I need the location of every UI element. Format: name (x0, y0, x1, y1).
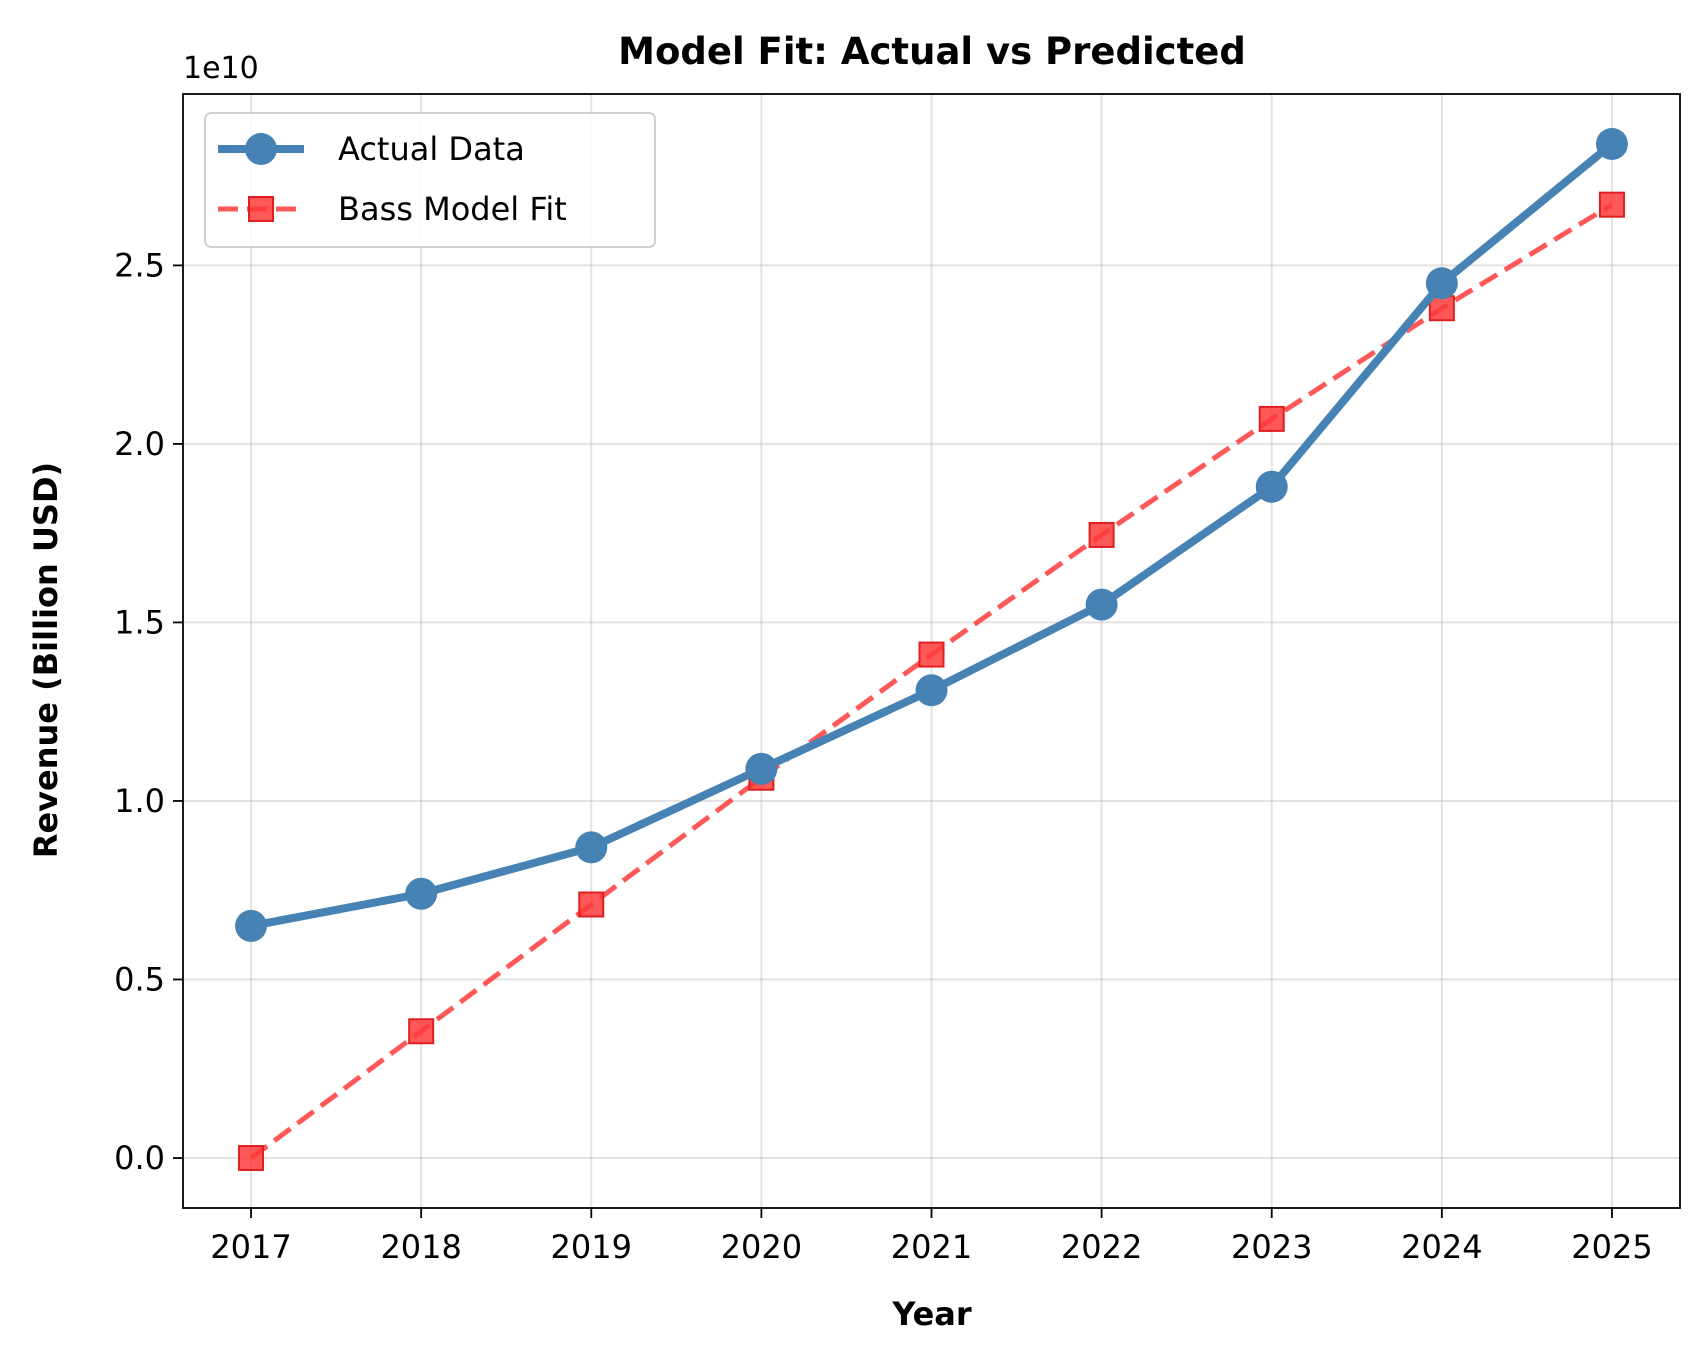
series-layer (235, 127, 1628, 1172)
x-tick-label: 2025 (1571, 1228, 1652, 1266)
data-point-actual (1595, 127, 1628, 160)
x-tick-label: 2024 (1401, 1228, 1482, 1266)
x-tick-label: 2019 (551, 1228, 632, 1266)
x-axis: 2017 2018 2019 2020 2021 2022 2023 2024 2025 (210, 1208, 1653, 1266)
chart-title: Model Fit: Actual vs Predicted (618, 30, 1246, 73)
y-axis: 0.0 0.5 1.0 1.5 2.0 2.5 (114, 246, 183, 1177)
legend: Actual Data Bass Model Fit (204, 112, 656, 248)
data-point-bass (1258, 405, 1285, 432)
y-offset-label: 1e10 (183, 51, 259, 86)
data-point-bass (1088, 521, 1115, 548)
data-point-actual (745, 752, 778, 785)
data-point-actual (235, 909, 268, 942)
legend-label-bass: Bass Model Fit (338, 190, 567, 228)
y-tick-label: 1.0 (114, 782, 165, 820)
legend-label-actual: Actual Data (338, 130, 525, 168)
y-tick-label: 1.5 (114, 603, 165, 641)
y-tick-label: 2.0 (114, 425, 165, 463)
y-axis-label: Revenue (Billion USD) (27, 462, 65, 858)
data-point-actual (915, 674, 948, 707)
x-tick-label: 2021 (891, 1228, 972, 1266)
data-point-actual (575, 831, 608, 864)
y-tick-label: 2.5 (114, 246, 165, 284)
x-tick-label: 2017 (210, 1228, 291, 1266)
data-point-bass (238, 1145, 265, 1172)
data-point-bass (1598, 191, 1625, 218)
y-tick-label: 0.0 (114, 1139, 165, 1177)
x-tick-label: 2020 (721, 1228, 802, 1266)
x-tick-label: 2023 (1231, 1228, 1312, 1266)
data-point-actual (1255, 470, 1288, 503)
data-point-actual (1085, 588, 1118, 621)
data-point-actual (1425, 267, 1458, 300)
legend-box (204, 112, 656, 248)
x-axis-label: Year (891, 1295, 972, 1333)
legend-marker-actual (245, 133, 277, 165)
x-tick-label: 2018 (380, 1228, 461, 1266)
data-point-bass (408, 1018, 435, 1045)
data-point-bass (578, 891, 605, 918)
data-point-bass (1428, 295, 1455, 322)
data-point-bass (918, 641, 945, 668)
x-tick-label: 2022 (1061, 1228, 1142, 1266)
data-point-actual (405, 877, 438, 910)
legend-marker-bass (248, 196, 274, 222)
y-tick-label: 0.5 (114, 960, 165, 998)
